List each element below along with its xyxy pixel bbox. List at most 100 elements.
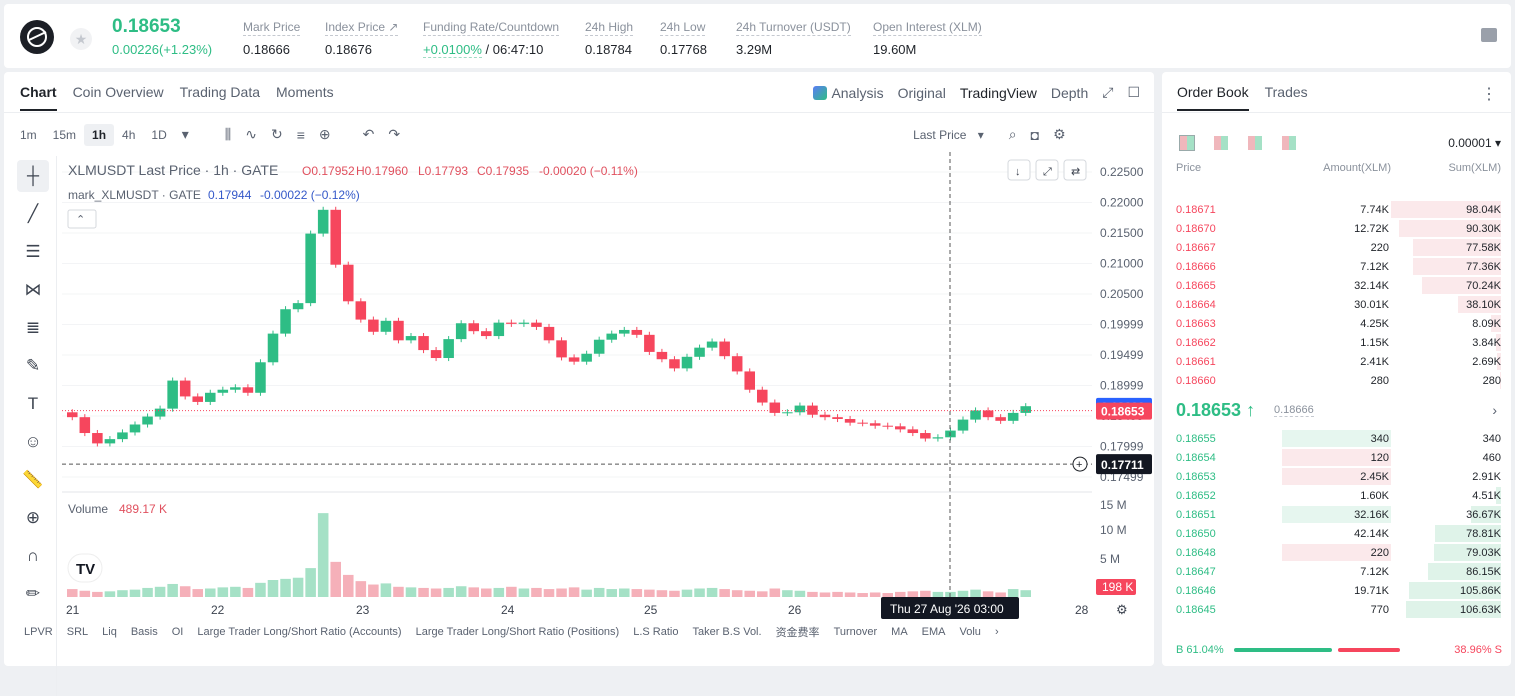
indicator-7[interactable]: L.S Ratio: [633, 626, 679, 638]
interval-15m[interactable]: 15m: [52, 127, 77, 142]
chevron-right-icon[interactable]: ›: [1492, 402, 1497, 418]
replay-icon[interactable]: ↻: [270, 126, 283, 142]
book-mode-both-icon[interactable]: [1179, 135, 1195, 151]
candle-type-icon[interactable]: ⫼: [224, 126, 232, 142]
interval-4h[interactable]: 4h: [122, 127, 136, 142]
more-icon[interactable]: ⋮: [1481, 86, 1497, 103]
bid-row[interactable]: 0.18653 2.45K 2.91K: [1162, 467, 1511, 486]
pencil-icon[interactable]: ✏: [25, 584, 41, 603]
bid-row[interactable]: 0.18655 340 340: [1162, 429, 1511, 448]
ask-row[interactable]: 0.18661 2.41K 2.69K: [1162, 352, 1511, 371]
bid-row[interactable]: 0.18647 7.12K 86.15K: [1162, 562, 1511, 581]
book-mode-asks-icon[interactable]: [1248, 136, 1262, 150]
tab-coin-overview[interactable]: Coin Overview: [72, 84, 164, 100]
precision-select[interactable]: 0.00001 ▾: [1448, 136, 1501, 150]
ask-sum: 70.24K: [1466, 280, 1501, 292]
interval-1d[interactable]: 1D: [151, 127, 167, 142]
indicator-12[interactable]: EMA: [921, 626, 946, 638]
indicator-5[interactable]: Large Trader Long/Short Ratio (Accounts): [197, 626, 402, 638]
window-icon[interactable]: ☐: [1127, 84, 1140, 100]
interval-dropdown-icon[interactable]: ▾: [181, 126, 189, 142]
search-icon[interactable]: ⌕: [1008, 126, 1017, 142]
book-mode-bids-icon[interactable]: [1214, 136, 1228, 150]
template-icon[interactable]: ≡: [296, 126, 305, 143]
indicator-6[interactable]: Large Trader Long/Short Ratio (Positions…: [415, 626, 620, 638]
candle: [719, 341, 730, 357]
zoom-icon[interactable]: ⊕: [25, 508, 41, 527]
volume-label: Volume: [68, 502, 108, 516]
tab-trading-data[interactable]: Trading Data: [179, 84, 261, 100]
bid-row[interactable]: 0.18646 19.71K 105.86K: [1162, 581, 1511, 600]
bid-sum: 86.15K: [1466, 566, 1501, 578]
ask-row[interactable]: 0.18671 7.74K 98.04K: [1162, 200, 1511, 219]
indicator-13[interactable]: Volu: [959, 626, 981, 638]
analysis-button[interactable]: Analysis: [813, 85, 884, 101]
tab-moments[interactable]: Moments: [276, 84, 334, 100]
bid-row[interactable]: 0.18651 32.16K 36.67K: [1162, 505, 1511, 524]
tab-order-book[interactable]: Order Book: [1177, 84, 1249, 111]
volume-bar: [882, 593, 893, 597]
indicator-1[interactable]: SRL: [66, 626, 89, 638]
tab-trades[interactable]: Trades: [1264, 84, 1308, 100]
last-price-select[interactable]: Last Price ▾: [913, 127, 984, 142]
ruler-icon[interactable]: 📏: [22, 470, 44, 489]
indicator-3[interactable]: Basis: [130, 626, 158, 638]
ask-price: 0.18665: [1176, 280, 1216, 292]
volume-bar: [117, 590, 128, 597]
ask-row[interactable]: 0.18666 7.12K 77.36K: [1162, 257, 1511, 276]
volume-bar: [895, 591, 906, 597]
indicators-icon[interactable]: ∿: [245, 126, 257, 142]
magnet-icon[interactable]: ∩: [26, 546, 40, 565]
ask-price: 0.18671: [1176, 204, 1216, 216]
crosshair-icon[interactable]: ┼: [17, 160, 49, 192]
fib-icon[interactable]: ☰: [25, 242, 41, 261]
volume-bar: [907, 591, 919, 597]
measure-lines-icon[interactable]: ≣: [25, 318, 41, 337]
ask-row[interactable]: 0.18665 32.14K 70.24K: [1162, 276, 1511, 295]
favorite-star-icon[interactable]: ★: [70, 28, 92, 50]
x-tick-label: 23: [356, 603, 370, 617]
gear-icon[interactable]: ⚙: [1053, 126, 1066, 142]
add-icon[interactable]: ⊕: [318, 126, 331, 142]
redo-icon[interactable]: ↷: [388, 126, 401, 142]
text-icon[interactable]: T: [27, 394, 39, 413]
ask-row[interactable]: 0.18667 220 77.58K: [1162, 238, 1511, 257]
chevron-right-icon[interactable]: ›: [994, 626, 999, 638]
bid-row[interactable]: 0.18650 42.14K 78.81K: [1162, 524, 1511, 543]
bid-row[interactable]: 0.18645 770 106.63K: [1162, 600, 1511, 619]
indicator-4[interactable]: OI: [171, 626, 184, 638]
pattern-icon[interactable]: ⋈: [24, 280, 42, 299]
bid-row[interactable]: 0.18654 120 460: [1162, 448, 1511, 467]
expand-icon[interactable]: ⤢: [1102, 84, 1114, 100]
view-depth[interactable]: Depth: [1050, 84, 1089, 101]
book-mode-split-icon[interactable]: [1282, 136, 1296, 150]
ask-row[interactable]: 0.18670 12.72K 90.30K: [1162, 219, 1511, 238]
indicator-10[interactable]: Turnover: [833, 626, 878, 638]
tab-chart[interactable]: Chart: [20, 84, 57, 111]
undo-icon[interactable]: ↶: [362, 126, 375, 142]
candlestick-chart[interactable]: 0.22500 0.22000 0.21500 0.21000 0.20500 0.199…: [4, 72, 1154, 652]
ask-row[interactable]: 0.18663 4.25K 8.09K: [1162, 314, 1511, 333]
index-price-stat[interactable]: Index Price ↗ 0.18676: [325, 20, 399, 57]
view-tradingview[interactable]: TradingView: [959, 84, 1037, 101]
interval-1m[interactable]: 1m: [20, 127, 37, 142]
indicator-11[interactable]: MA: [891, 626, 908, 638]
emoji-icon[interactable]: ☺: [24, 432, 42, 451]
indicator-2[interactable]: Liq: [102, 626, 117, 638]
brush-icon[interactable]: ✎: [25, 356, 41, 375]
indicator-0[interactable]: LPVR: [24, 626, 53, 638]
volume-bar: [443, 587, 454, 597]
bid-row[interactable]: 0.18652 1.60K 4.51K: [1162, 486, 1511, 505]
book-icon[interactable]: [1481, 28, 1497, 42]
ask-row[interactable]: 0.18660 280 280: [1162, 371, 1511, 390]
interval-1h[interactable]: 1h: [84, 123, 115, 146]
volume-bar: [543, 589, 555, 597]
indicator-9[interactable]: 资金费率: [775, 627, 820, 639]
indicator-8[interactable]: Taker B.S Vol.: [692, 626, 762, 638]
ask-row[interactable]: 0.18664 30.01K 38.10K: [1162, 295, 1511, 314]
ask-row[interactable]: 0.18662 1.15K 3.84K: [1162, 333, 1511, 352]
bid-row[interactable]: 0.18648 220 79.03K: [1162, 543, 1511, 562]
camera-icon[interactable]: ◘: [1030, 126, 1040, 143]
trendline-icon[interactable]: ╱: [27, 204, 39, 223]
view-original[interactable]: Original: [897, 84, 946, 101]
